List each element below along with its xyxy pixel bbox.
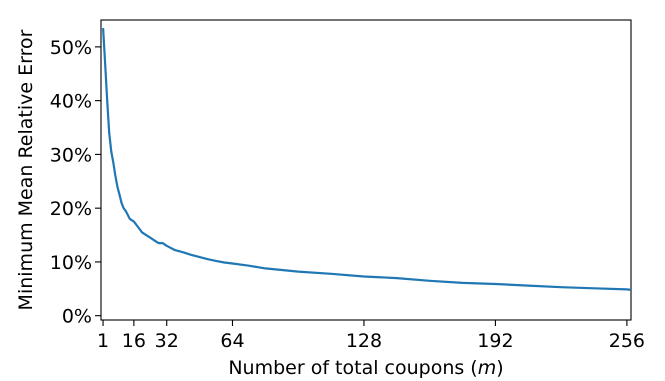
y-tick-label: 30%	[50, 144, 92, 166]
y-tick-label: 20%	[50, 198, 92, 220]
y-tick-label: 10%	[50, 252, 92, 274]
y-tick-label: 0%	[62, 306, 92, 328]
x-tick-label: 128	[346, 330, 382, 352]
axes	[100, 19, 632, 321]
series-line	[102, 28, 632, 291]
x-tick-label: 16	[122, 330, 146, 352]
x-tick-label: 32	[155, 330, 179, 352]
x-axis-label: Number of total coupons (m)	[228, 357, 503, 379]
x-tick-label: 64	[220, 330, 244, 352]
x-axis-ticks: 1 16 32 64 128 192 256	[97, 320, 645, 352]
y-tick-label: 40%	[50, 91, 92, 113]
x-tick-label: 256	[609, 330, 645, 352]
y-tick-label: 50%	[50, 37, 92, 59]
x-tick-label: 192	[477, 330, 513, 352]
y-axis-label: Minimum Mean Relative Error	[15, 29, 37, 310]
x-tick-label: 1	[97, 330, 109, 352]
y-axis-ticks: 0% 10% 20% 30% 40% 50%	[50, 37, 101, 328]
plot-frame	[100, 19, 632, 321]
